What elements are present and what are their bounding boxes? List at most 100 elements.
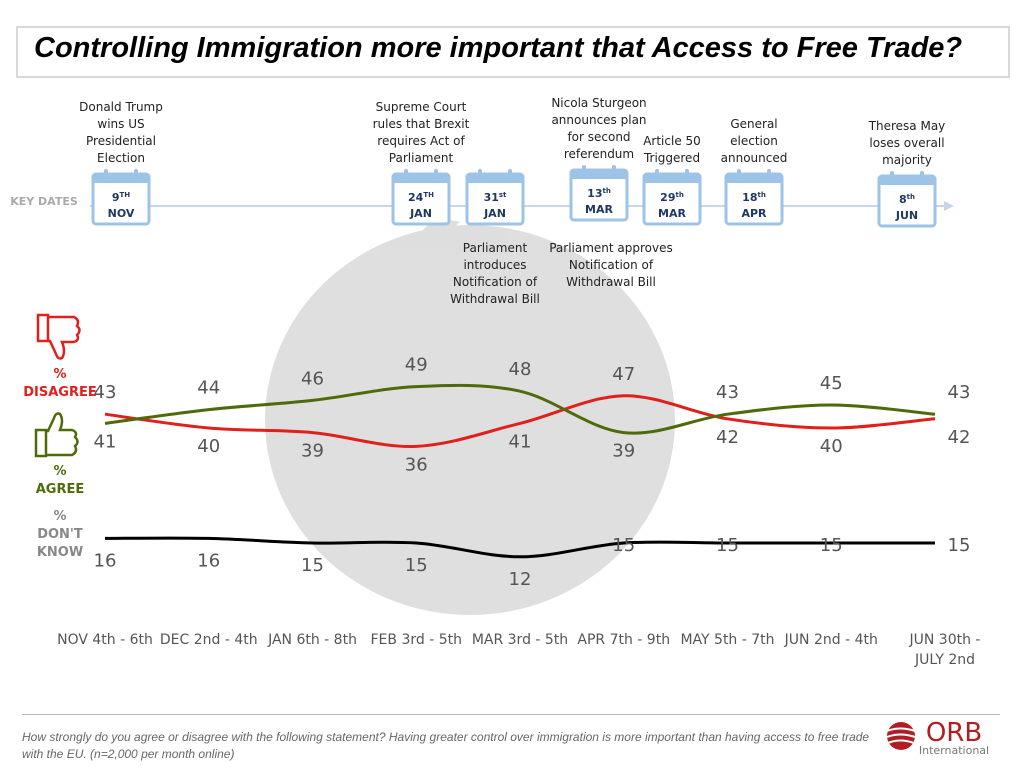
value-label: 43 <box>948 382 971 403</box>
calendar-ring <box>478 169 482 179</box>
calendar-header <box>644 174 700 183</box>
calendar: 31st JAN <box>465 169 525 226</box>
x-tick-label: JUN 30th - JULY 2nd <box>909 632 981 668</box>
x-tick-label: DEC 2nd - 4th <box>159 632 258 648</box>
value-label: 45 <box>820 373 843 394</box>
value-label: 39 <box>301 441 324 462</box>
calendar-month: JAN <box>483 207 506 220</box>
calendar-day: 24TH <box>408 191 434 204</box>
calendar: 18th APR <box>724 169 784 226</box>
legend-label: % DISAGREE <box>23 367 97 400</box>
calendar-day-number: 8 <box>899 193 907 206</box>
value-label: 41 <box>94 431 117 452</box>
value-label: 47 <box>612 364 635 385</box>
x-tick-label: FEB 3rd - 5th <box>370 632 462 648</box>
calendar-day-number: 18 <box>742 191 757 204</box>
calendar: 9TH NOV <box>91 169 151 226</box>
key-date-event: Theresa May <box>868 119 946 133</box>
key-date-note: Notification of <box>453 275 538 289</box>
key-date-event: election <box>730 134 778 148</box>
value-label: 40 <box>820 436 843 457</box>
key-date-note: introduces <box>463 258 526 272</box>
calendar-month: MAR <box>658 207 686 220</box>
key-date-event: Donald Trump <box>79 100 163 114</box>
calendar-month: JUN <box>895 209 918 222</box>
calendar-day-number: 24 <box>408 191 424 204</box>
key-date-event: Election <box>97 151 145 165</box>
series-line <box>104 536 935 559</box>
plot: 43 40 39 36 41 47 42 40 42 41 44 46 49 48 39 43 45 43 16 16… <box>94 355 971 590</box>
chart-title: Controlling Immigration more important t… <box>34 32 963 64</box>
value-label: 42 <box>948 427 971 448</box>
key-date-event: announced <box>721 151 788 165</box>
calendar-ring <box>434 169 438 179</box>
calendar-ring <box>655 169 659 179</box>
legend-label: % DON'T KNOW <box>37 509 83 560</box>
calendar-ring <box>685 169 689 179</box>
calendar-day: 9TH <box>112 191 130 204</box>
x-tick-label: APR 7th - 9th <box>577 632 671 648</box>
calendar-day-number: 31 <box>484 191 499 204</box>
legend-label: % AGREE <box>36 464 85 497</box>
value-label: 15 <box>301 555 324 576</box>
value-label: 15 <box>405 555 428 576</box>
value-label: 43 <box>716 382 739 403</box>
x-tick-label: MAR 3rd - 5th <box>471 632 569 648</box>
series-line <box>104 394 936 448</box>
calendar-ring <box>508 169 512 179</box>
calendar-day: 13th <box>587 187 611 200</box>
value-label: 42 <box>716 427 739 448</box>
value-label: 15 <box>948 535 971 556</box>
calendar: 13th MAR <box>569 165 629 222</box>
value-label: 44 <box>197 378 220 399</box>
key-date-event: wins US <box>97 117 144 131</box>
value-label: 36 <box>405 454 428 475</box>
key-date-event: rules that Brexit <box>373 117 470 131</box>
calendar-header <box>726 174 782 183</box>
value-label: 15 <box>716 535 739 556</box>
calendar-day-suffix: th <box>602 187 610 195</box>
key-date-event: Supreme Court <box>376 100 467 114</box>
key-date-event: Article 50 <box>643 134 701 148</box>
x-tick-label: MAY 5th - 7th <box>680 632 775 648</box>
calendar-day: 8th <box>899 193 915 206</box>
calendar-ring <box>890 171 894 181</box>
calendar-day-suffix: th <box>757 191 765 199</box>
x-tick-label: JAN 6th - 8th <box>268 632 357 648</box>
key-date-event: loses overall <box>869 136 944 150</box>
key-date-note: Notification of <box>569 258 654 272</box>
calendar-header <box>467 174 523 183</box>
key-date-event: Parliament <box>389 151 454 165</box>
value-label: 15 <box>820 535 843 556</box>
thumbs-up-icon <box>34 412 79 458</box>
key-date-event: announces plan <box>551 113 646 127</box>
value-label: 48 <box>509 359 532 380</box>
calendar-day-suffix: th <box>675 191 683 199</box>
footer-rule <box>22 714 1000 715</box>
calendar-day-suffix: TH <box>120 191 131 199</box>
calendar-ring <box>104 169 108 179</box>
calendar-day: 29th <box>660 191 684 204</box>
series-line <box>104 383 936 435</box>
calendar-ring <box>737 169 741 179</box>
calendar-ring <box>404 169 408 179</box>
calendar: 24TH JAN <box>391 169 451 226</box>
calendar-day-suffix: th <box>907 193 915 201</box>
calendar-month: APR <box>741 207 767 220</box>
calendar-day-suffix: TH <box>423 191 434 199</box>
calendar-ring <box>612 165 616 175</box>
calendar-day: 31st <box>484 191 507 204</box>
calendar-ring <box>134 169 138 179</box>
x-tick-label: NOV 4th - 6th <box>57 632 153 648</box>
calendar-header <box>93 174 149 183</box>
calendar-header <box>393 174 449 183</box>
calendar-header <box>571 170 627 179</box>
key-date-event: for second <box>567 130 630 144</box>
calendar-month: NOV <box>108 207 135 220</box>
key-dates-label: KEY DATES <box>10 195 78 208</box>
thumbs-down-icon <box>36 313 81 360</box>
calendar-day: 18th <box>742 191 766 204</box>
calendar-day-number: 9 <box>112 191 120 204</box>
calendar-ring <box>582 165 586 175</box>
